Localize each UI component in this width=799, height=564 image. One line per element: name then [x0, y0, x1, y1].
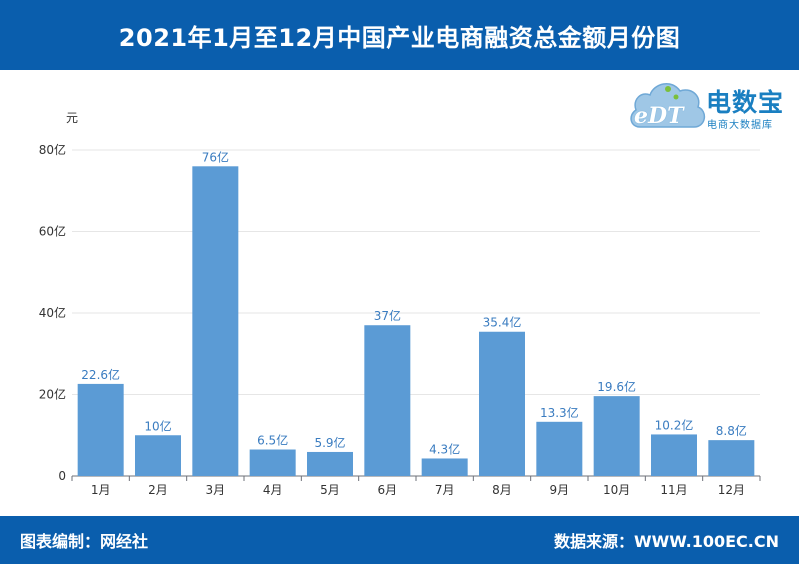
x-tick-label: 7月: [435, 483, 455, 497]
data-label: 13.3亿: [540, 405, 579, 420]
footer-bar: 图表编制：网经社 数据来源：WWW.100EC.CN: [0, 516, 799, 564]
footer-credit: 图表编制：网经社: [20, 532, 149, 551]
x-tick-label: 12月: [718, 483, 745, 497]
data-label: 22.6亿: [81, 367, 120, 382]
bar-12月: [708, 440, 755, 476]
y-tick-label: 80亿: [39, 142, 66, 157]
cloud-icon: [630, 83, 706, 128]
bar-2月: [135, 435, 181, 476]
x-tick-label: 2月: [148, 483, 168, 497]
header-bar: 2021年1月至12月中国产业电商融资总金额月份图: [0, 0, 799, 70]
bar-7月: [421, 458, 468, 476]
logo: eDT 电数宝 电商大数据库: [628, 75, 798, 137]
chart-area: 元 0 20亿 40亿 60亿 80亿 22.6亿 1月 10亿 2月 76亿 3月 6.5亿 4月 5.9…: [0, 70, 799, 516]
chart-title: 2021年1月至12月中国产业电商融资总金额月份图: [118, 23, 681, 52]
y-tick-label: 0: [58, 469, 66, 483]
bar-10月: [593, 396, 640, 476]
y-tick-label: 60亿: [39, 224, 66, 239]
y-tick-label: 40亿: [39, 305, 66, 320]
data-label: 4.3亿: [429, 441, 460, 456]
logo-sub-text: 电商大数据库: [707, 120, 773, 131]
data-label: 10亿: [144, 418, 171, 433]
x-tick-label: 5月: [320, 483, 340, 497]
bar-chart: 元 0 20亿 40亿 60亿 80亿 22.6亿 1月 10亿 2月 76亿 3月 6.5亿 4月 5.9…: [39, 111, 761, 497]
x-tick-label: 9月: [550, 483, 570, 497]
x-tick-label: 6月: [378, 483, 398, 497]
data-label: 10.2亿: [655, 417, 694, 432]
bar-4月: [249, 449, 296, 476]
data-label: 35.4亿: [483, 315, 522, 330]
x-tick-label: 1月: [91, 483, 111, 497]
data-label: 76亿: [202, 149, 229, 164]
logo-main-text: 电数宝: [706, 88, 785, 117]
data-label: 8.8亿: [716, 423, 747, 438]
data-label: 5.9亿: [314, 435, 345, 450]
x-tick-label: 3月: [206, 483, 226, 497]
data-label: 37亿: [374, 308, 401, 323]
y-tick-label: 20亿: [39, 387, 66, 402]
bar-11月: [651, 434, 697, 476]
bar-9月: [536, 421, 583, 476]
bar-8月: [479, 331, 525, 476]
x-tick-label: 4月: [263, 483, 283, 497]
data-label: 19.6亿: [597, 379, 636, 394]
data-label: 6.5亿: [257, 433, 288, 448]
bar-6月: [364, 325, 411, 476]
logo-edt-text: eDT: [634, 103, 684, 129]
y-axis-unit-label: 元: [66, 111, 78, 125]
bar-3月: [192, 166, 239, 477]
x-tick-label: 11月: [660, 483, 687, 497]
x-tick-label: 8月: [492, 483, 512, 497]
x-tick-label: 10月: [603, 483, 630, 497]
footer-source: 数据来源：WWW.100EC.CN: [553, 532, 779, 551]
bar-1月: [77, 383, 124, 476]
bar-5月: [307, 451, 353, 476]
